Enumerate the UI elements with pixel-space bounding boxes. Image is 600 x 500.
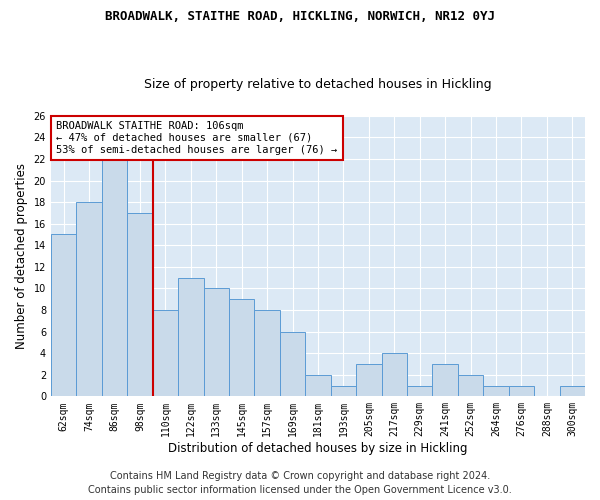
Bar (560, 386, 585, 396)
Text: BROADWALK STAITHE ROAD: 106sqm
← 47% of detached houses are smaller (67)
53% of : BROADWALK STAITHE ROAD: 106sqm ← 47% of … (56, 122, 338, 154)
Bar (458, 375, 483, 396)
Bar (127, 213, 152, 396)
Bar (356, 364, 382, 396)
Text: BROADWALK, STAITHE ROAD, HICKLING, NORWICH, NR12 0YJ: BROADWALK, STAITHE ROAD, HICKLING, NORWI… (105, 10, 495, 23)
Bar (305, 375, 331, 396)
X-axis label: Distribution of detached houses by size in Hickling: Distribution of detached houses by size … (168, 442, 468, 455)
Bar (433, 364, 458, 396)
Bar (280, 332, 305, 396)
Bar (407, 386, 433, 396)
Bar (254, 310, 280, 396)
Bar (382, 353, 407, 397)
Bar (483, 386, 509, 396)
Bar (178, 278, 203, 396)
Title: Size of property relative to detached houses in Hickling: Size of property relative to detached ho… (144, 78, 492, 91)
Bar (229, 299, 254, 396)
Bar (102, 159, 127, 396)
Y-axis label: Number of detached properties: Number of detached properties (15, 163, 28, 349)
Bar (203, 288, 229, 397)
Text: Contains HM Land Registry data © Crown copyright and database right 2024.
Contai: Contains HM Land Registry data © Crown c… (88, 471, 512, 495)
Bar (509, 386, 534, 396)
Bar (331, 386, 356, 396)
Bar (152, 310, 178, 396)
Bar (51, 234, 76, 396)
Bar (76, 202, 102, 396)
